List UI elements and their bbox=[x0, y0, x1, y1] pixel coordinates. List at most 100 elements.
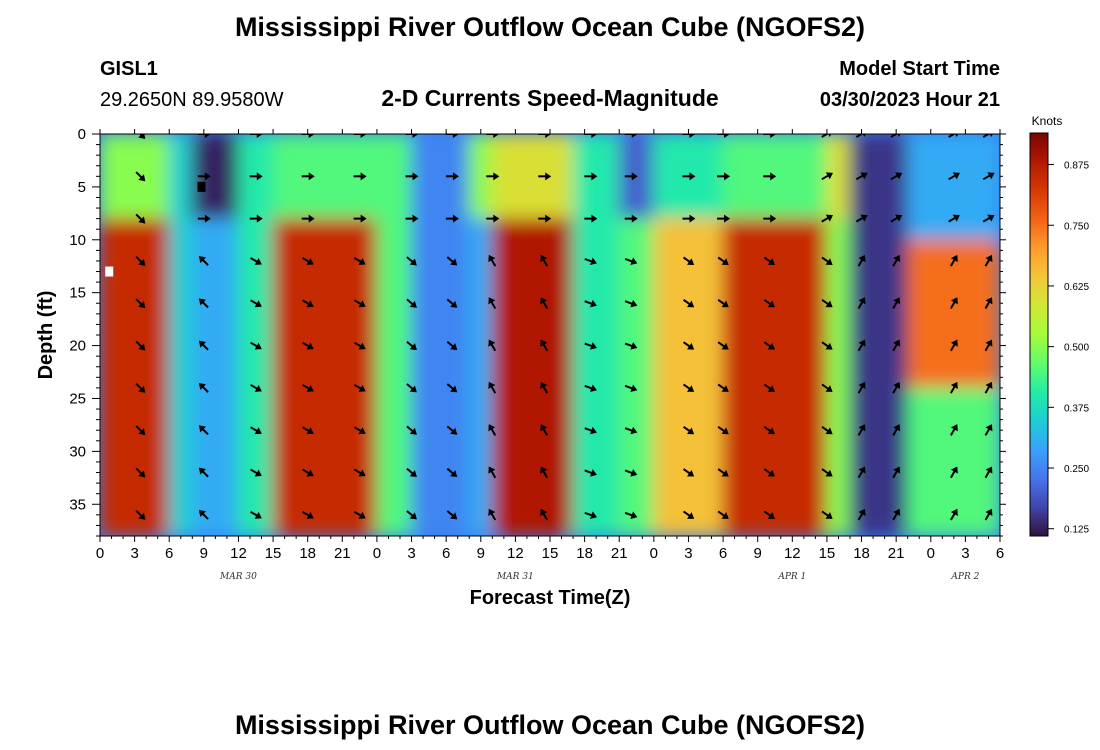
arrow-head bbox=[630, 384, 638, 392]
arrow-head bbox=[589, 511, 597, 519]
current-arrow bbox=[682, 383, 695, 392]
arrow-head bbox=[256, 172, 263, 181]
current-arrow bbox=[486, 214, 500, 223]
arrow-head bbox=[770, 214, 777, 223]
arrow-head bbox=[254, 384, 262, 392]
current-arrow bbox=[353, 426, 366, 435]
current-arrow bbox=[982, 214, 995, 223]
x-tick-label: 0 bbox=[927, 545, 935, 562]
arrow-head bbox=[591, 214, 598, 223]
arrow-head bbox=[825, 385, 833, 392]
current-arrow bbox=[984, 466, 993, 479]
date-label: MAR 30 bbox=[219, 572, 257, 582]
chart-subtitle: 2-D Currents Speed-Magnitude bbox=[381, 85, 718, 111]
current-arrow bbox=[763, 256, 775, 265]
current-arrow bbox=[855, 214, 868, 223]
speed-cell bbox=[572, 134, 620, 536]
current-arrow bbox=[249, 134, 263, 138]
speed-cell bbox=[191, 218, 239, 536]
current-arrow bbox=[540, 424, 549, 436]
current-arrow bbox=[717, 256, 729, 265]
arrow-head bbox=[450, 470, 458, 478]
current-arrow bbox=[406, 256, 417, 266]
current-arrow bbox=[984, 297, 993, 309]
current-arrow bbox=[821, 468, 833, 477]
current-arrow bbox=[682, 468, 695, 477]
arrow-head bbox=[987, 214, 995, 222]
arrow-head bbox=[198, 509, 206, 517]
current-arrow bbox=[984, 424, 993, 436]
arrow-head bbox=[488, 254, 496, 263]
current-arrow bbox=[717, 468, 729, 477]
arrow-head bbox=[825, 427, 833, 435]
current-arrow bbox=[446, 425, 458, 435]
current-arrow bbox=[624, 134, 638, 138]
arrow-head bbox=[306, 300, 314, 308]
current-arrow bbox=[984, 508, 993, 521]
arrow-head bbox=[358, 300, 366, 308]
speed-cell bbox=[168, 134, 193, 536]
arrow-head bbox=[256, 134, 263, 138]
current-arrow bbox=[250, 510, 262, 519]
current-arrow bbox=[301, 214, 315, 223]
current-arrow bbox=[949, 508, 958, 521]
current-arrow bbox=[353, 172, 367, 181]
current-arrow bbox=[197, 214, 211, 223]
speed-cell bbox=[272, 218, 378, 536]
arrow-head bbox=[488, 339, 496, 347]
arrow-head bbox=[138, 343, 146, 351]
current-arrow bbox=[488, 254, 497, 267]
arrow-head bbox=[686, 300, 695, 308]
model-start-label: Model Start Time bbox=[839, 58, 1000, 80]
arrow-head bbox=[858, 339, 866, 347]
current-arrow bbox=[405, 172, 419, 181]
arrow-head bbox=[138, 134, 146, 139]
speed-cell bbox=[376, 134, 413, 536]
current-vectors bbox=[135, 134, 995, 521]
arrow-head bbox=[204, 214, 211, 223]
x-tick-label: 9 bbox=[754, 545, 762, 562]
current-arrow bbox=[353, 510, 366, 519]
arrow-head bbox=[724, 172, 731, 181]
arrow-head bbox=[254, 342, 262, 350]
arrow-head bbox=[540, 297, 548, 305]
current-arrow bbox=[301, 172, 315, 181]
arrow-head bbox=[686, 385, 695, 392]
speed-cell bbox=[907, 239, 1000, 389]
current-arrow bbox=[892, 339, 901, 352]
current-arrow bbox=[406, 340, 417, 351]
arrow-head bbox=[450, 512, 458, 520]
current-arrow bbox=[446, 383, 458, 393]
current-arrow bbox=[984, 339, 993, 352]
arrow-head bbox=[589, 342, 597, 350]
y-axis: 0 5 10 15 20 25 30 35 bbox=[69, 126, 1006, 537]
x-tick-label: 12 bbox=[507, 545, 524, 562]
arrow-head bbox=[488, 424, 496, 432]
arrow-head bbox=[306, 427, 314, 435]
arrow-head bbox=[767, 469, 775, 477]
arrow-head bbox=[540, 339, 548, 347]
current-arrow bbox=[135, 255, 146, 266]
current-arrow bbox=[135, 298, 146, 309]
arrow-head bbox=[409, 300, 417, 308]
arrow-head bbox=[545, 134, 552, 138]
arrow-head bbox=[985, 381, 993, 390]
current-arrow bbox=[488, 381, 497, 394]
current-arrow bbox=[682, 299, 695, 308]
current-arrow bbox=[406, 425, 417, 435]
colorbar-tick-label: 0.500 bbox=[1064, 343, 1089, 354]
arrow-head bbox=[358, 257, 366, 265]
current-arrow bbox=[892, 508, 901, 521]
arrow-head bbox=[767, 385, 775, 392]
current-arrow bbox=[538, 134, 552, 138]
current-arrow bbox=[584, 511, 597, 519]
arrow-head bbox=[589, 257, 597, 266]
arrow-head bbox=[631, 214, 638, 223]
x-tick-label: 18 bbox=[299, 545, 316, 562]
current-arrow bbox=[198, 467, 209, 478]
current-arrow bbox=[198, 340, 209, 351]
arrow-head bbox=[630, 257, 638, 266]
arrow-head bbox=[254, 427, 262, 435]
arrow-head bbox=[138, 470, 146, 478]
current-arrow bbox=[198, 382, 209, 393]
